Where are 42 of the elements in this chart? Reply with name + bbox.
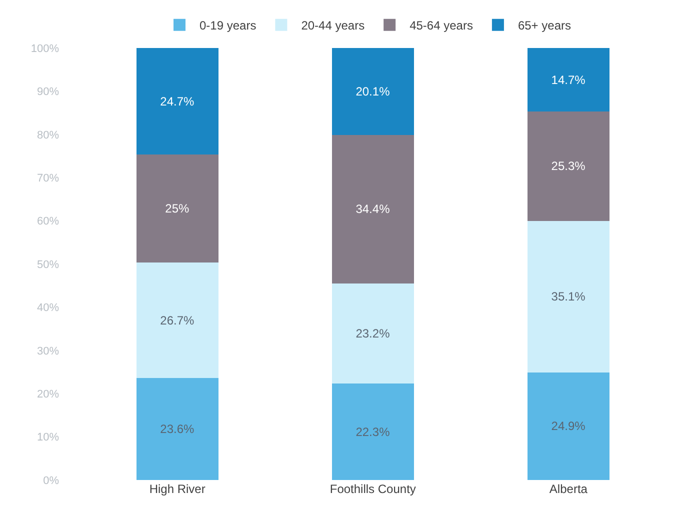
data-label: 14.7% [551,72,586,87]
bar [136,378,218,480]
bar [527,48,610,112]
legend-label: 0-19 years [200,18,256,33]
bar [527,220,610,372]
data-label: 25% [165,202,190,216]
bar [136,262,218,378]
y-tick-label: 30% [36,345,60,358]
data-label: 24.7% [160,94,195,108]
bar [136,48,218,155]
data-label: 34.4% [356,202,390,216]
bar [527,372,610,480]
bar [332,134,414,284]
legend-label: 20-44 years [301,18,365,33]
bar [332,384,414,480]
bar [332,48,414,135]
bar [332,283,414,384]
y-tick-label: 20% [36,388,60,400]
y-tick-label: 70% [36,172,60,184]
y-tick-label: 10% [36,432,60,444]
y-tick-label: 60% [36,216,60,228]
data-label: 35.1% [551,290,586,304]
x-tick-label: High River [149,482,206,496]
legend-label: 65+ years [518,18,571,33]
x-tick-label: Alberta [549,482,588,496]
x-tick-label: Foothills County [330,482,416,496]
data-label: 22.3% [356,424,390,439]
y-tick-label: 80% [36,129,60,142]
y-tick-label: 40% [36,302,60,314]
data-label: 23.6% [160,422,195,436]
bar [136,154,218,263]
y-tick-label: 50% [36,258,60,271]
data-label: 20.1% [356,84,390,98]
legend-label: 45-64 years [410,18,473,33]
data-label: 24.9% [551,419,586,434]
data-label: 25.3% [551,159,586,174]
y-tick-label: 90% [36,86,60,98]
data-label: 23.2% [356,326,390,341]
y-tick-label: 0% [43,474,60,487]
data-label: 26.7% [160,313,195,328]
bar [527,112,610,221]
y-tick-label: 100% [30,42,60,55]
